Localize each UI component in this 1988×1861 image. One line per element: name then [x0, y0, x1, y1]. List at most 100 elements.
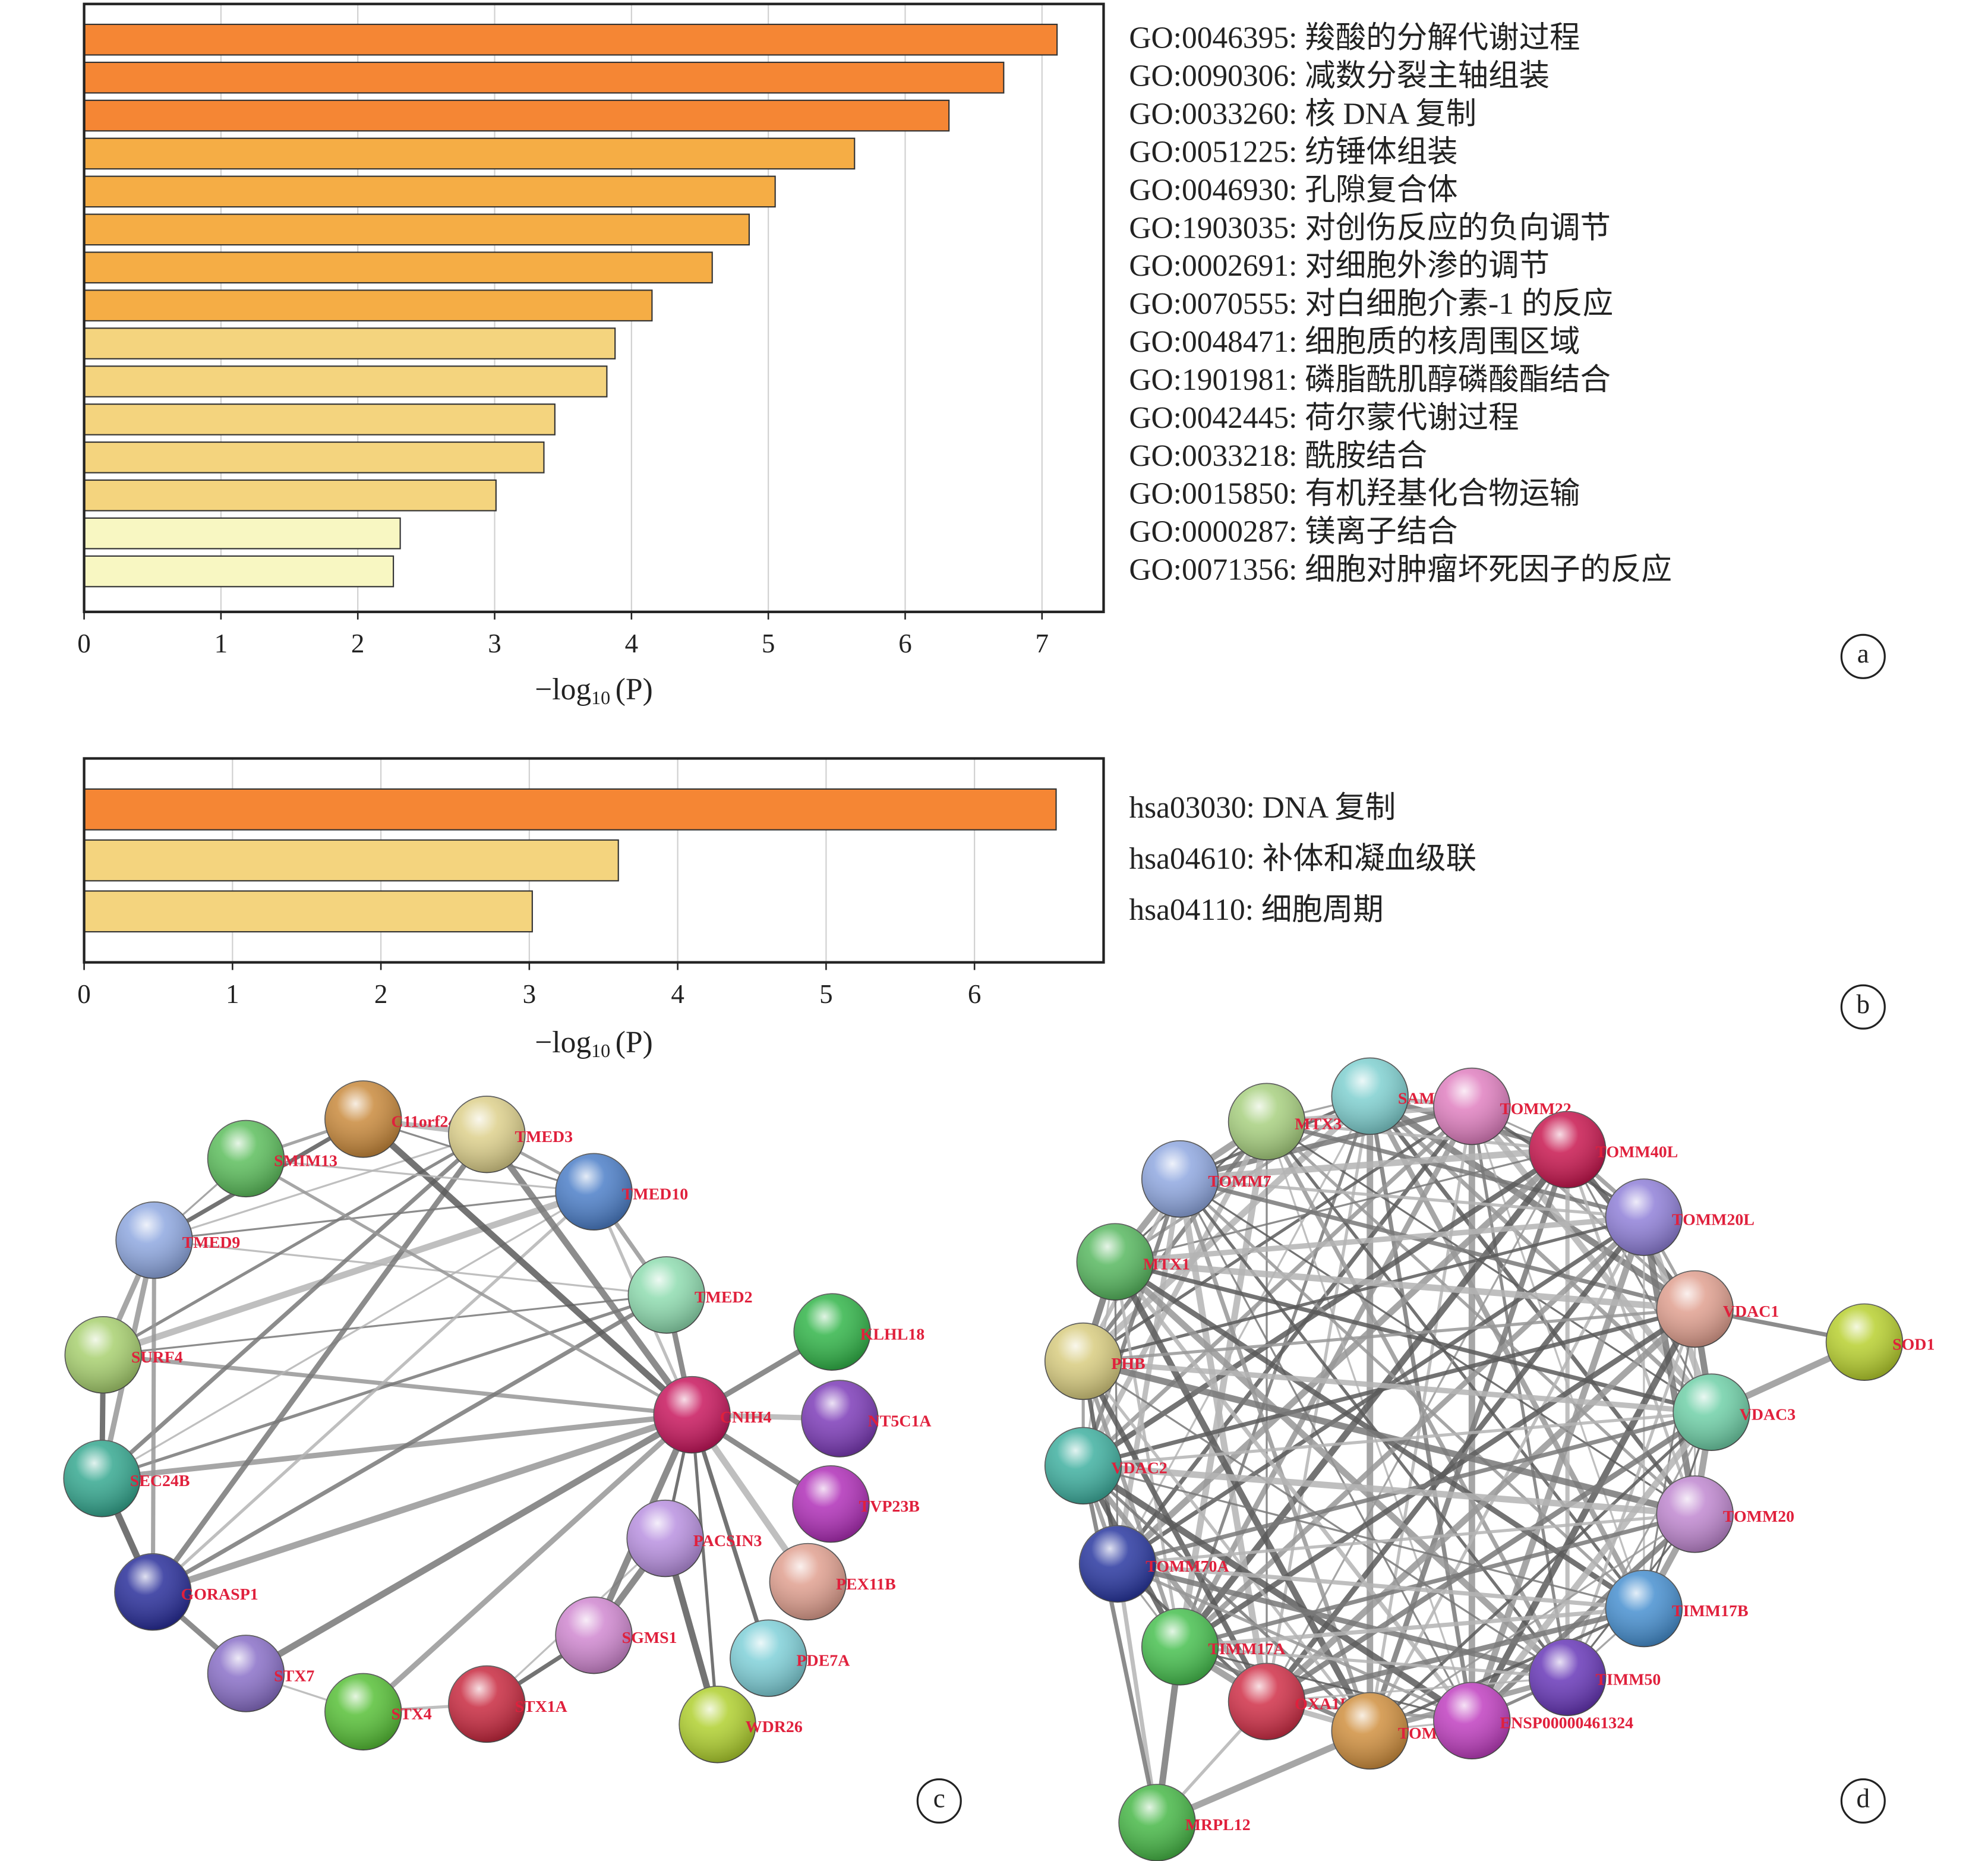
node-shine [448, 1096, 525, 1173]
edge [1265, 1121, 1645, 1610]
node-label: TMED10 [622, 1185, 689, 1204]
node-shine [207, 1120, 285, 1197]
node-label: WDR26 [746, 1718, 803, 1736]
node-shine [1826, 1304, 1903, 1381]
edge [1566, 1149, 1712, 1413]
node-label: MTX1 [1143, 1255, 1190, 1273]
panel-label: c [933, 1783, 945, 1813]
node-label: VDAC1 [1723, 1302, 1779, 1321]
edge [1179, 1178, 1696, 1515]
category-label: hsa04610: 补体和凝血级联 [1129, 842, 1476, 876]
node-shine [801, 1380, 878, 1457]
node-shine [1228, 1663, 1305, 1740]
edge [1112, 1260, 1373, 1733]
node-shine [730, 1620, 807, 1697]
edge [1117, 1410, 1712, 1566]
x-tick-label: 2 [351, 629, 365, 658]
edge [1179, 1645, 1568, 1679]
x-axis-label: −log10 (P) [535, 1026, 652, 1061]
node-label: TMED9 [182, 1234, 241, 1252]
node-label: PHB [1111, 1355, 1145, 1373]
edge [1469, 1410, 1714, 1723]
edge [1114, 1094, 1371, 1263]
category-label: GO:0033218: 酰胺结合 [1129, 439, 1427, 473]
edge [1266, 1120, 1696, 1516]
edge [1643, 1308, 1696, 1609]
node-label: PEX11B [836, 1575, 896, 1594]
node-shine [1331, 1692, 1409, 1769]
edge [1266, 1605, 1645, 1705]
edge [1081, 1465, 1160, 1824]
node-shine [1228, 1083, 1305, 1160]
edge [1266, 1119, 1645, 1220]
x-tick-label: 5 [819, 979, 833, 1009]
edge [1179, 1645, 1472, 1722]
edge [1179, 1178, 1569, 1679]
bar [83, 23, 1058, 56]
node-shine [324, 1673, 402, 1750]
node-shine [1529, 1111, 1606, 1188]
edge [245, 1157, 693, 1417]
edge [361, 1116, 695, 1418]
edge [1471, 1105, 1696, 1310]
node-label: PACSIN3 [693, 1532, 762, 1550]
edge [1083, 1462, 1696, 1518]
edge [154, 1133, 487, 1241]
category-label: GO:0015850: 有机羟基化合物运输 [1129, 477, 1580, 511]
node-label: SEC24B [130, 1472, 190, 1490]
node-shine [556, 1597, 632, 1674]
bar [83, 839, 619, 882]
edge [1115, 1563, 1160, 1823]
edge [1179, 1177, 1645, 1219]
node-shine [1119, 1784, 1195, 1861]
category-label: GO:0046395: 羧酸的分解代谢过程 [1129, 21, 1580, 55]
edge [1083, 1307, 1695, 1363]
x-tick-label: 4 [671, 979, 684, 1009]
node-label: KLHL18 [860, 1325, 924, 1343]
edge [152, 1411, 693, 1595]
category-label: GO:0071356: 细胞对肿瘤坏死因子的反应 [1129, 553, 1672, 587]
node-label: TOMM7 [1208, 1172, 1271, 1191]
edge [690, 1414, 720, 1725]
node-label: PDE7A [797, 1652, 850, 1670]
node-shine [448, 1666, 525, 1743]
edge [244, 1412, 694, 1677]
bar [83, 517, 401, 550]
edge [245, 1157, 594, 1193]
edge [154, 1239, 667, 1297]
bar [83, 327, 616, 359]
node-shine [1656, 1476, 1734, 1553]
node-shine [1077, 1223, 1154, 1301]
node-shine [1079, 1525, 1156, 1603]
edge [1266, 1120, 1568, 1152]
edge [1368, 1093, 1697, 1312]
category-label: hsa04110: 细胞周期 [1129, 893, 1383, 927]
category-label: GO:0046930: 孔隙复合体 [1129, 173, 1457, 207]
x-tick-label: 0 [77, 629, 91, 658]
node-shine [1433, 1068, 1510, 1145]
bar [83, 365, 608, 398]
edge [1469, 1307, 1698, 1723]
node-shine [1331, 1058, 1409, 1135]
bar [83, 137, 856, 170]
node-shine [793, 1465, 869, 1543]
panel-badge [1840, 633, 1886, 679]
node-label: TMED2 [695, 1288, 753, 1307]
plot-frame [83, 757, 1105, 964]
panel-badge [1840, 984, 1886, 1030]
edge [1640, 1216, 1699, 1515]
edge [101, 1191, 595, 1480]
edge [1082, 1360, 1371, 1732]
edge [1179, 1103, 1473, 1182]
category-label: GO:1901981: 磷脂酰肌醇磷酸酯结合 [1129, 363, 1611, 397]
node-shine [627, 1500, 703, 1577]
plot-frame [83, 2, 1105, 613]
x-tick-label: 2 [374, 979, 388, 1009]
edge [1176, 1121, 1270, 1648]
edge [1179, 1512, 1696, 1649]
node-label: C11orf24 [391, 1112, 456, 1131]
edge [1179, 1606, 1645, 1649]
edge [1369, 1607, 1645, 1733]
node-shine [1433, 1682, 1510, 1759]
node-label: TMED3 [515, 1128, 573, 1146]
